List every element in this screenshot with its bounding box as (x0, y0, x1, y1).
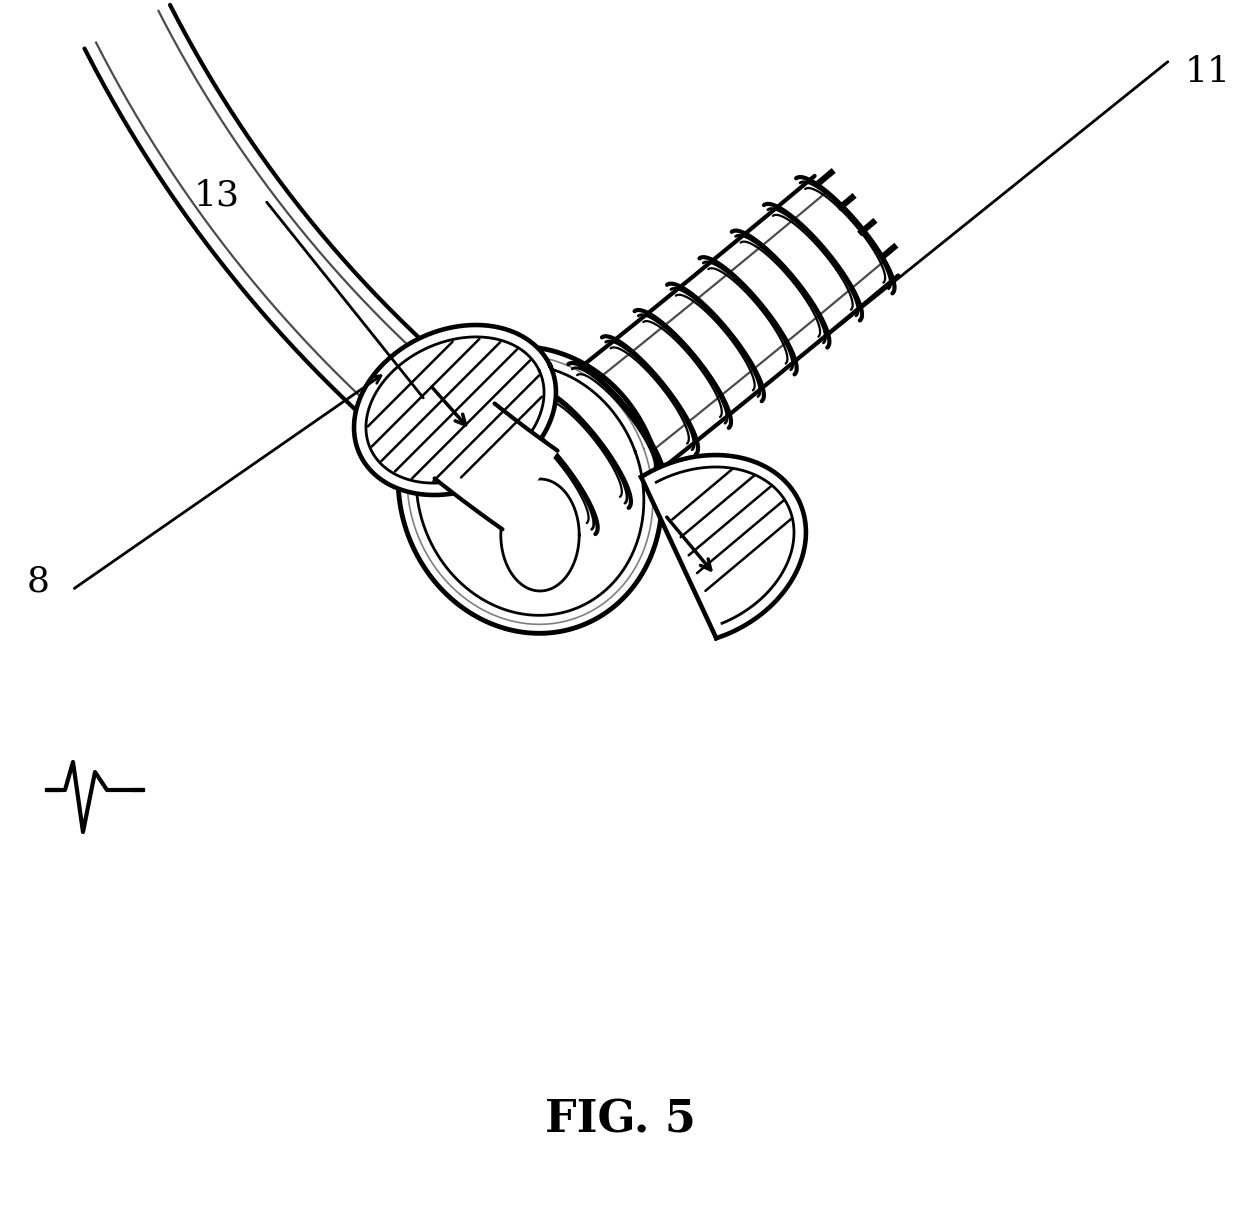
Text: 8: 8 (27, 565, 50, 599)
Polygon shape (434, 403, 558, 530)
Polygon shape (490, 176, 898, 541)
Text: 13: 13 (193, 177, 241, 212)
Polygon shape (398, 346, 662, 634)
Polygon shape (353, 325, 556, 495)
Polygon shape (501, 479, 579, 591)
Text: 11: 11 (1185, 56, 1231, 89)
Polygon shape (84, 5, 558, 530)
Text: FIG. 5: FIG. 5 (544, 1098, 696, 1142)
Polygon shape (641, 455, 806, 639)
